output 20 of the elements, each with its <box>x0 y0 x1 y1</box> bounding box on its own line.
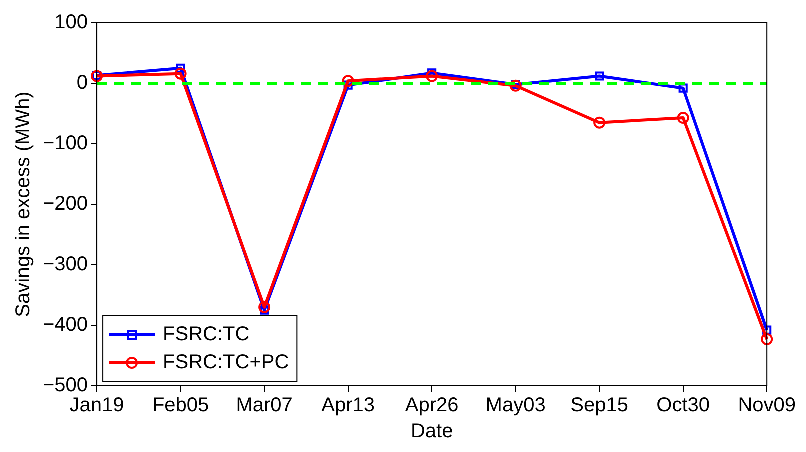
y-tick-label: −400 <box>42 314 88 336</box>
x-tick-label: Oct30 <box>656 394 710 417</box>
x-tick-label: Sep15 <box>570 394 629 417</box>
x-axis-title: Date <box>410 420 454 443</box>
legend-label: FSRC:TC+PC <box>163 352 290 374</box>
y-tick-label: −300 <box>42 254 88 276</box>
x-tick-label: Feb05 <box>152 394 210 417</box>
y-tick-label: −500 <box>42 374 88 397</box>
x-tick-label: Jan19 <box>70 394 124 417</box>
x-tick-label: Nov09 <box>738 394 796 417</box>
y-axis-title: Savings in excess (MWh) <box>12 92 35 318</box>
x-tick-label: May03 <box>486 394 546 417</box>
x-tick-label: Apr26 <box>405 394 459 417</box>
y-tick-label: 100 <box>54 12 88 34</box>
legend-label: FSRC:TC <box>163 324 250 346</box>
y-tick-label: 0 <box>76 72 88 94</box>
y-tick-label: −100 <box>42 132 88 155</box>
x-tick-label: Apr13 <box>322 394 376 417</box>
x-tick-label: Mar07 <box>236 394 293 417</box>
y-tick-label: −200 <box>42 193 88 216</box>
